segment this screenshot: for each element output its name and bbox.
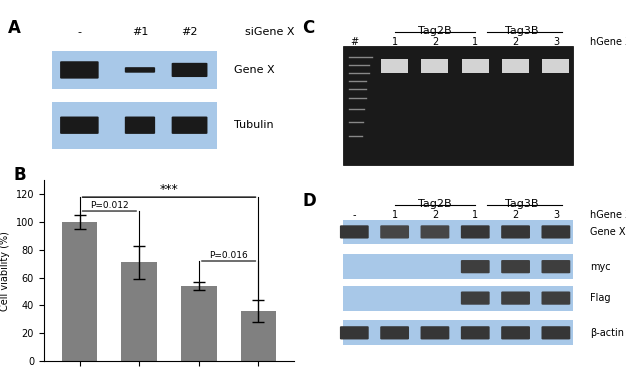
FancyBboxPatch shape (52, 51, 217, 89)
Bar (181, 286, 217, 361)
Text: 3: 3 (553, 37, 559, 47)
Text: P=0.016: P=0.016 (209, 251, 248, 260)
Text: 2: 2 (432, 37, 438, 47)
Bar (121, 262, 157, 361)
Text: Tubulin: Tubulin (233, 120, 273, 130)
Text: 2: 2 (513, 37, 519, 47)
FancyBboxPatch shape (501, 225, 530, 238)
Text: hGene X vector: hGene X vector (590, 37, 626, 47)
Text: #1: #1 (132, 27, 148, 37)
Text: A: A (8, 20, 21, 37)
FancyBboxPatch shape (502, 59, 529, 73)
Text: Flag: Flag (590, 293, 611, 303)
FancyBboxPatch shape (340, 225, 369, 238)
Text: 2: 2 (432, 211, 438, 220)
Text: 3: 3 (553, 211, 559, 220)
FancyBboxPatch shape (421, 326, 449, 340)
FancyBboxPatch shape (343, 320, 573, 345)
FancyBboxPatch shape (461, 225, 490, 238)
FancyBboxPatch shape (421, 225, 449, 238)
FancyBboxPatch shape (380, 326, 409, 340)
FancyBboxPatch shape (461, 291, 490, 305)
Text: 2: 2 (513, 211, 519, 220)
Y-axis label: Cell viability (%): Cell viability (%) (0, 231, 10, 311)
FancyBboxPatch shape (542, 59, 570, 73)
FancyBboxPatch shape (172, 117, 207, 134)
FancyBboxPatch shape (60, 61, 99, 79)
FancyBboxPatch shape (461, 326, 490, 340)
FancyBboxPatch shape (380, 225, 409, 238)
FancyBboxPatch shape (541, 225, 570, 238)
Text: #2: #2 (182, 27, 198, 37)
FancyBboxPatch shape (340, 326, 369, 340)
Text: #: # (351, 37, 358, 47)
FancyBboxPatch shape (343, 286, 573, 311)
FancyBboxPatch shape (421, 59, 448, 73)
FancyBboxPatch shape (343, 220, 573, 244)
FancyBboxPatch shape (172, 63, 207, 77)
FancyBboxPatch shape (462, 59, 489, 73)
Text: 1: 1 (392, 211, 398, 220)
Text: P=0.012: P=0.012 (90, 201, 129, 210)
FancyBboxPatch shape (501, 326, 530, 340)
Text: -: - (352, 211, 356, 220)
FancyBboxPatch shape (501, 260, 530, 273)
Text: B: B (14, 166, 26, 184)
Text: D: D (302, 192, 316, 210)
FancyBboxPatch shape (501, 291, 530, 305)
Text: Tag3B: Tag3B (505, 199, 538, 209)
FancyBboxPatch shape (60, 117, 99, 134)
FancyBboxPatch shape (541, 260, 570, 273)
Text: Tag3B: Tag3B (505, 26, 538, 36)
FancyBboxPatch shape (343, 254, 573, 279)
Text: siGene X: siGene X (245, 27, 294, 37)
Bar (62, 222, 98, 361)
Bar (240, 311, 276, 361)
FancyBboxPatch shape (343, 46, 573, 165)
Text: -: - (78, 27, 81, 37)
Text: 1: 1 (472, 37, 478, 47)
Text: 1: 1 (392, 37, 398, 47)
Text: C: C (302, 20, 315, 37)
FancyBboxPatch shape (125, 117, 155, 134)
Text: Tag2B: Tag2B (418, 26, 452, 36)
FancyBboxPatch shape (541, 291, 570, 305)
FancyBboxPatch shape (461, 260, 490, 273)
FancyBboxPatch shape (541, 326, 570, 340)
FancyBboxPatch shape (125, 67, 155, 73)
Text: ***: *** (160, 183, 178, 196)
Text: Gene X: Gene X (590, 227, 626, 237)
Text: hGene X vector: hGene X vector (590, 211, 626, 220)
Text: Gene X: Gene X (233, 65, 274, 75)
Text: myc: myc (590, 262, 611, 271)
Text: 1: 1 (472, 211, 478, 220)
FancyBboxPatch shape (52, 102, 217, 149)
Text: β-actin: β-actin (590, 328, 625, 338)
Text: Tag2B: Tag2B (418, 199, 452, 209)
FancyBboxPatch shape (381, 59, 408, 73)
